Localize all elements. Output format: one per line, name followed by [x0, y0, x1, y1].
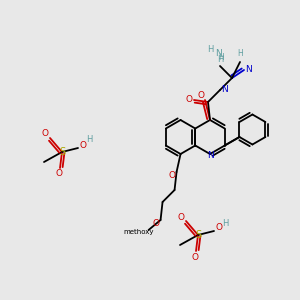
Text: H: H [218, 53, 224, 62]
Text: O: O [185, 94, 193, 103]
Text: N: N [220, 85, 227, 94]
Text: O: O [80, 140, 86, 149]
Text: H: H [86, 136, 92, 145]
Text: O: O [168, 170, 175, 179]
Text: S: S [195, 230, 201, 240]
Text: H: H [217, 56, 223, 64]
Text: O: O [197, 91, 205, 100]
Text: O: O [56, 169, 62, 178]
Text: H: H [237, 50, 243, 58]
Text: O: O [152, 218, 159, 227]
Text: O: O [191, 253, 199, 262]
Text: N: N [207, 151, 213, 160]
Text: O: O [215, 224, 223, 232]
Text: N: N [246, 65, 252, 74]
Text: H: H [222, 218, 228, 227]
Text: S: S [59, 147, 65, 157]
Text: N: N [214, 50, 221, 58]
Text: O: O [41, 130, 49, 139]
Text: methoxy: methoxy [123, 229, 154, 235]
Text: H: H [207, 46, 213, 55]
Text: O: O [178, 212, 184, 221]
